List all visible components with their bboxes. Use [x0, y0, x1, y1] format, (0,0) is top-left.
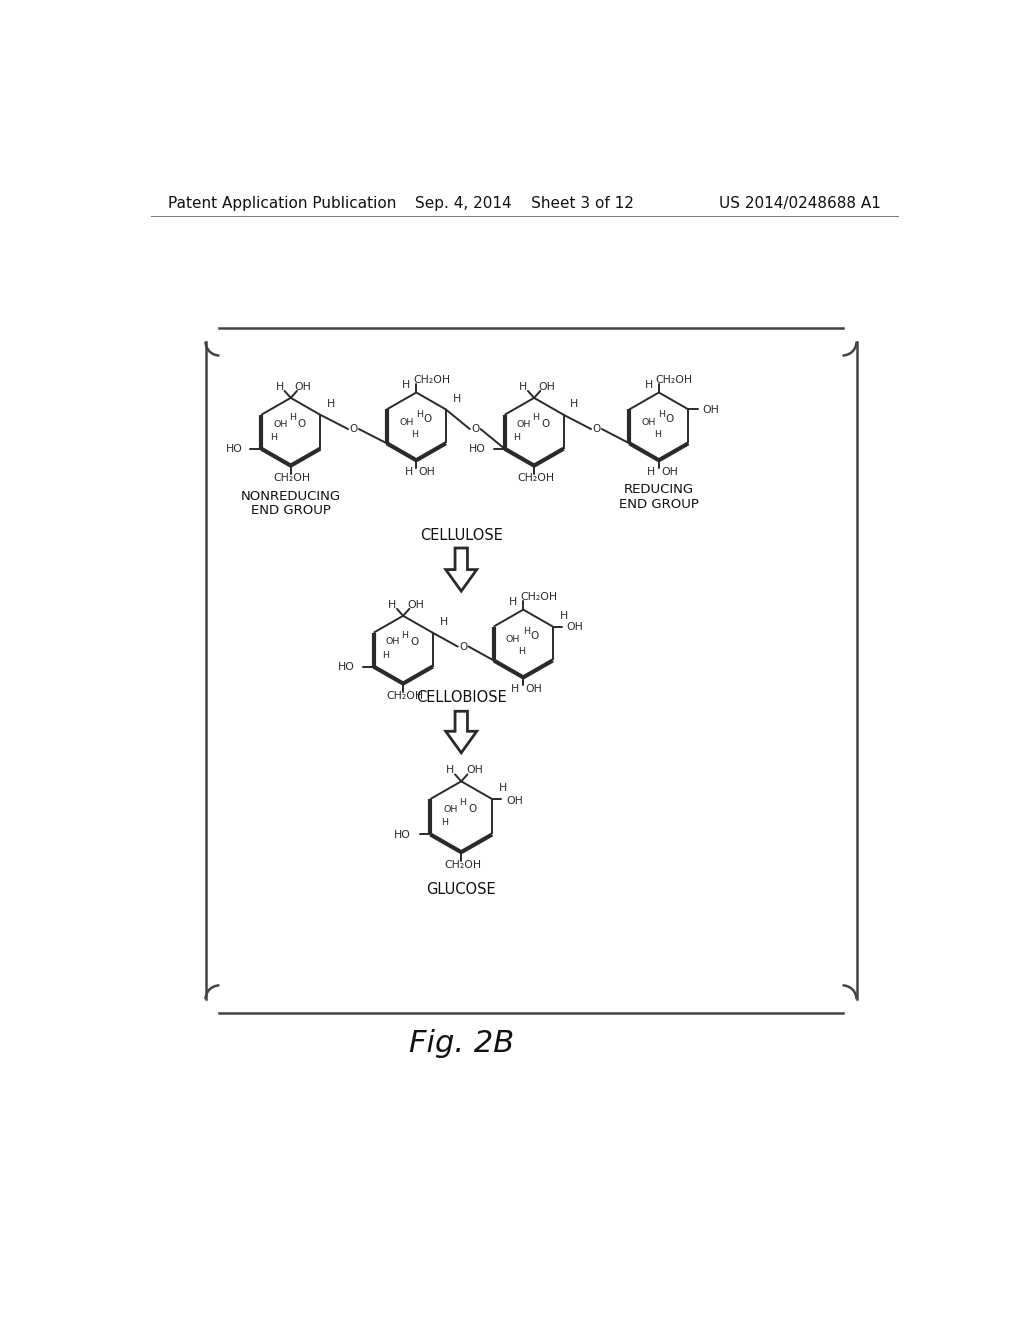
Text: CH₂OH: CH₂OH [414, 375, 451, 385]
Text: H: H [289, 413, 296, 422]
Text: GLUCOSE: GLUCOSE [426, 882, 496, 898]
Text: H: H [404, 467, 413, 477]
Text: OH: OH [399, 418, 414, 426]
Text: NONREDUCING
END GROUP: NONREDUCING END GROUP [241, 490, 341, 517]
Text: HO: HO [338, 663, 355, 672]
Text: H: H [270, 433, 278, 442]
Text: OH: OH [386, 638, 400, 647]
Text: H: H [460, 799, 466, 808]
Text: HO: HO [469, 445, 486, 454]
Text: H: H [519, 381, 527, 392]
Text: OH: OH [507, 796, 523, 807]
Text: O: O [592, 424, 601, 434]
Polygon shape [445, 548, 477, 591]
Text: O: O [298, 420, 306, 429]
Text: O: O [530, 631, 539, 642]
Text: O: O [471, 424, 479, 434]
Text: H: H [401, 631, 409, 640]
Text: CH₂OH: CH₂OH [273, 473, 311, 483]
Text: OH: OH [506, 635, 520, 644]
Text: O: O [349, 424, 357, 434]
Text: Patent Application Publication: Patent Application Publication [168, 195, 396, 211]
Text: H: H [327, 399, 335, 409]
Text: H: H [388, 601, 396, 610]
Text: OH: OH [702, 405, 719, 416]
Text: H: H [453, 393, 461, 404]
Text: O: O [459, 642, 467, 652]
Text: H: H [532, 413, 540, 422]
Text: H: H [559, 611, 567, 620]
Text: OH: OH [525, 684, 543, 694]
Text: O: O [423, 414, 431, 424]
Text: H: H [445, 764, 454, 775]
Text: H: H [439, 616, 447, 627]
Text: Fig. 2B: Fig. 2B [409, 1030, 514, 1059]
Polygon shape [445, 711, 477, 752]
Text: H: H [523, 627, 529, 636]
Text: Sep. 4, 2014    Sheet 3 of 12: Sep. 4, 2014 Sheet 3 of 12 [416, 195, 634, 211]
Text: US 2014/0248688 A1: US 2014/0248688 A1 [720, 195, 882, 211]
Text: CH₂OH: CH₂OH [517, 473, 554, 483]
Text: OH: OH [642, 418, 656, 426]
Text: H: H [440, 818, 447, 828]
Text: H: H [647, 467, 655, 477]
Text: OH: OH [466, 764, 483, 775]
Text: H: H [402, 380, 411, 389]
Text: OH: OH [517, 420, 531, 429]
Text: CH₂OH: CH₂OH [520, 593, 557, 602]
Text: CH₂OH: CH₂OH [444, 861, 481, 870]
Text: OH: OH [273, 420, 288, 429]
Text: H: H [518, 647, 525, 656]
Text: OH: OH [408, 601, 424, 610]
Text: H: H [509, 597, 517, 607]
Text: CELLOBIOSE: CELLOBIOSE [416, 690, 507, 705]
Text: OH: OH [538, 381, 555, 392]
Text: CH₂OH: CH₂OH [386, 690, 423, 701]
Text: H: H [514, 433, 520, 442]
Text: CH₂OH: CH₂OH [655, 375, 693, 385]
Text: H: H [412, 429, 418, 438]
Text: H: H [654, 429, 660, 438]
Text: H: H [645, 380, 653, 389]
Text: HO: HO [225, 445, 243, 454]
Text: HO: HO [394, 830, 411, 841]
Text: CELLULOSE: CELLULOSE [420, 528, 503, 544]
Text: H: H [383, 651, 389, 660]
Text: O: O [410, 638, 418, 647]
Text: OH: OH [566, 622, 584, 632]
Text: OH: OH [662, 467, 678, 477]
Text: H: H [511, 684, 519, 694]
Text: O: O [666, 414, 674, 424]
Text: O: O [469, 804, 477, 814]
Text: H: H [499, 783, 507, 793]
Text: REDUCING
END GROUP: REDUCING END GROUP [618, 483, 698, 511]
Text: H: H [416, 409, 423, 418]
Text: OH: OH [444, 805, 459, 813]
Text: H: H [275, 381, 284, 392]
Text: OH: OH [419, 467, 435, 477]
Text: H: H [658, 409, 666, 418]
Text: H: H [570, 399, 579, 409]
Text: O: O [541, 420, 549, 429]
Text: OH: OH [295, 381, 311, 392]
